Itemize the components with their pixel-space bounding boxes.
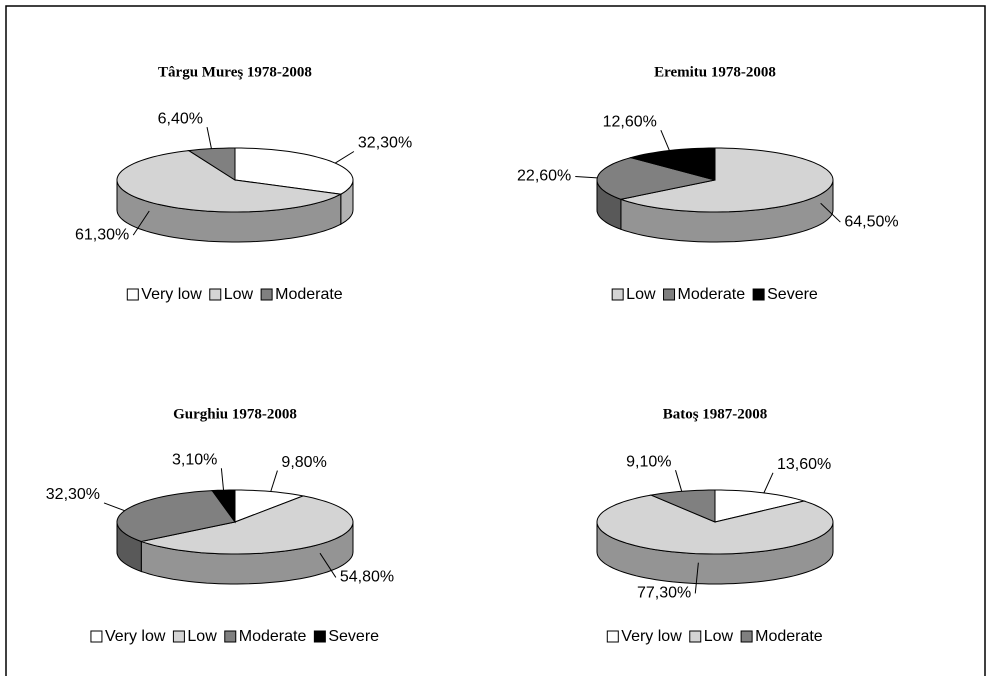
data-label: 9,80% bbox=[281, 454, 326, 471]
slice bbox=[714, 489, 806, 523]
legend-label: Moderate bbox=[678, 286, 746, 303]
leader-line bbox=[660, 130, 670, 151]
slice-side-shade bbox=[117, 180, 341, 242]
slice bbox=[116, 150, 343, 213]
leader-line bbox=[319, 552, 337, 578]
legend-label: Low bbox=[704, 628, 734, 645]
slice-side-shade bbox=[597, 522, 833, 584]
chart-title: Gurghiu 1978-2008 bbox=[173, 406, 297, 422]
legend-label: Moderate bbox=[755, 628, 823, 645]
leader-line bbox=[575, 176, 598, 179]
legend-swatch bbox=[172, 630, 185, 643]
legend-label: Moderate bbox=[239, 628, 307, 645]
leader-line bbox=[694, 562, 699, 594]
legend-label: Low bbox=[187, 628, 217, 645]
legend-swatch bbox=[689, 630, 702, 643]
slice bbox=[116, 490, 236, 543]
legend-swatch bbox=[313, 630, 326, 643]
legend-label: Moderate bbox=[275, 286, 343, 303]
legend-label: Severe bbox=[767, 286, 818, 303]
slice-side-shade bbox=[117, 522, 142, 572]
leader-line bbox=[270, 470, 278, 492]
slice-side-shade bbox=[340, 180, 353, 225]
leader-line bbox=[220, 468, 225, 491]
data-label: 32,30% bbox=[46, 486, 100, 503]
slice bbox=[649, 489, 716, 523]
legend-label: Low bbox=[224, 286, 254, 303]
slice bbox=[628, 147, 716, 181]
chart-title: Târgu Mureş 1978-2008 bbox=[158, 64, 312, 80]
legend-swatch bbox=[224, 630, 237, 643]
legend-label: Very low bbox=[621, 628, 682, 645]
chart-title: Eremitu 1978-2008 bbox=[654, 64, 776, 80]
leader-line bbox=[103, 502, 125, 512]
slice-side-shade bbox=[597, 180, 621, 230]
leader-line bbox=[763, 472, 774, 494]
legend-label: Very low bbox=[141, 286, 202, 303]
legend-swatch bbox=[611, 288, 624, 301]
slice bbox=[596, 494, 834, 555]
leader-line bbox=[334, 151, 355, 164]
legend-swatch bbox=[209, 288, 222, 301]
legend-swatch bbox=[606, 630, 619, 643]
data-label: 9,10% bbox=[626, 453, 671, 470]
data-label: 22,60% bbox=[517, 168, 571, 185]
leader-line bbox=[132, 210, 150, 236]
legend-swatch bbox=[663, 288, 676, 301]
legend-label: Low bbox=[626, 286, 656, 303]
data-label: 3,10% bbox=[172, 451, 217, 468]
slice bbox=[211, 489, 236, 524]
legend-label: Severe bbox=[328, 628, 379, 645]
slice bbox=[234, 147, 354, 195]
data-label: 54,80% bbox=[340, 569, 394, 586]
slice-side-shade bbox=[620, 180, 833, 242]
legend-swatch bbox=[260, 288, 273, 301]
frame bbox=[5, 5, 986, 676]
legend-swatch bbox=[752, 288, 765, 301]
leader-line bbox=[675, 470, 683, 492]
slice bbox=[139, 495, 354, 555]
legend-swatch bbox=[126, 288, 139, 301]
legend-swatch bbox=[740, 630, 753, 643]
leader-line bbox=[820, 202, 841, 223]
chart-title: Batoş 1987-2008 bbox=[663, 406, 768, 422]
data-label: 32,30% bbox=[358, 135, 412, 152]
data-label: 13,60% bbox=[777, 456, 831, 473]
slice bbox=[619, 147, 834, 213]
data-label: 61,30% bbox=[75, 226, 129, 243]
data-label: 12,60% bbox=[603, 113, 657, 130]
data-label: 6,40% bbox=[158, 110, 203, 127]
legend-label: Very low bbox=[105, 628, 166, 645]
legend-swatch bbox=[90, 630, 103, 643]
leader-line bbox=[206, 126, 212, 149]
data-label: 77,30% bbox=[637, 585, 691, 602]
slice-side-shade bbox=[141, 522, 353, 584]
data-label: 64,50% bbox=[844, 213, 898, 230]
